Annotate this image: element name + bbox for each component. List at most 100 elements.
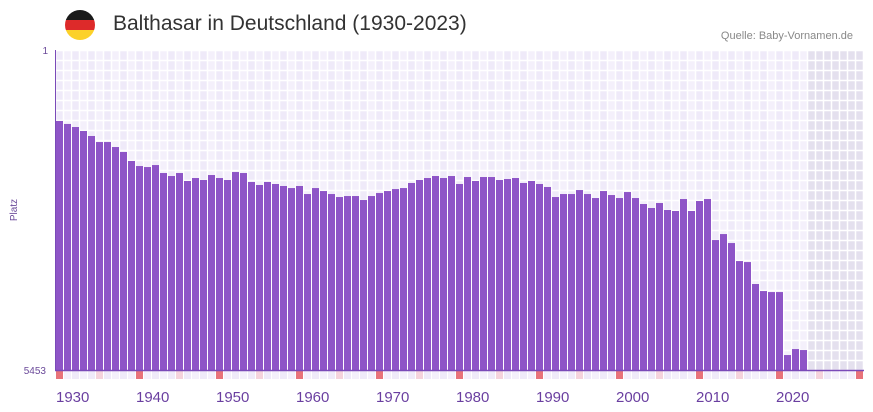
- x-tick-label: 1940: [136, 389, 169, 406]
- year-marker: [256, 371, 263, 379]
- year-marker: [224, 371, 231, 379]
- year-marker: [792, 371, 799, 379]
- bar: [208, 175, 215, 370]
- bar: [104, 142, 111, 370]
- germany-flag-icon: [65, 10, 95, 40]
- bar: [320, 191, 327, 370]
- year-marker: [448, 371, 455, 379]
- bar: [112, 147, 119, 370]
- year-marker: [216, 371, 223, 379]
- year-marker: [824, 371, 831, 379]
- bar: [760, 291, 767, 370]
- bar: [560, 194, 567, 370]
- bar: [304, 194, 311, 370]
- bar: [752, 284, 759, 370]
- year-marker: [440, 371, 447, 379]
- year-marker: [616, 371, 623, 379]
- year-marker: [808, 371, 815, 379]
- year-marker: [592, 371, 599, 379]
- year-marker: [232, 371, 239, 379]
- bar: [216, 178, 223, 370]
- bar: [448, 176, 455, 370]
- year-marker: [560, 371, 567, 379]
- year-marker: [728, 371, 735, 379]
- year-marker: [848, 371, 855, 379]
- x-tick-label: 1980: [456, 389, 489, 406]
- bar: [416, 180, 423, 370]
- year-marker: [480, 371, 487, 379]
- bar: [544, 186, 551, 370]
- x-tick-label: 2010: [696, 389, 729, 406]
- year-marker: [160, 371, 167, 379]
- bar: [192, 178, 199, 370]
- year-marker: [768, 371, 775, 379]
- bar: [56, 120, 63, 370]
- bar: [568, 194, 575, 370]
- year-marker: [312, 371, 319, 379]
- year-marker: [424, 371, 431, 379]
- bar: [440, 178, 447, 370]
- bar: [368, 196, 375, 370]
- year-marker: [584, 371, 591, 379]
- year-marker: [344, 371, 351, 379]
- bar: [720, 234, 727, 370]
- year-marker: [200, 371, 207, 379]
- x-tick-label: 2000: [616, 389, 649, 406]
- year-marker: [696, 371, 703, 379]
- bar: [288, 188, 295, 370]
- year-marker: [816, 371, 823, 379]
- year-marker: [632, 371, 639, 379]
- year-marker: [552, 371, 559, 379]
- bar: [704, 199, 711, 370]
- year-marker: [648, 371, 655, 379]
- year-marker: [464, 371, 471, 379]
- bar: [456, 183, 463, 370]
- bar: [536, 183, 543, 370]
- year-marker: [272, 371, 279, 379]
- bar: [136, 166, 143, 370]
- bar: [480, 177, 487, 370]
- year-marker: [304, 371, 311, 379]
- year-marker: [456, 371, 463, 379]
- bar: [168, 176, 175, 370]
- bar: [200, 180, 207, 370]
- year-marker: [352, 371, 359, 379]
- bar: [512, 178, 519, 370]
- y-tick-label: 5453: [24, 366, 47, 377]
- year-marker: [736, 371, 743, 379]
- year-marker: [64, 371, 71, 379]
- x-tick-label: 1990: [536, 389, 569, 406]
- x-tick-label: 1970: [376, 389, 409, 406]
- bar: [472, 181, 479, 370]
- year-marker: [328, 371, 335, 379]
- bar: [600, 191, 607, 370]
- bar: [736, 261, 743, 370]
- year-marker: [320, 371, 327, 379]
- bar: [224, 180, 231, 370]
- bar: [584, 194, 591, 370]
- bar: [664, 210, 671, 370]
- y-axis-label: Platz: [9, 199, 20, 221]
- year-marker: [56, 371, 63, 379]
- year-marker: [640, 371, 647, 379]
- year-marker: [664, 371, 671, 379]
- bar: [80, 130, 87, 370]
- year-marker: [512, 371, 519, 379]
- bar: [672, 210, 679, 370]
- bar: [272, 183, 279, 370]
- year-marker: [600, 371, 607, 379]
- bar: [424, 178, 431, 370]
- year-marker: [288, 371, 295, 379]
- year-marker: [192, 371, 199, 379]
- year-marker: [856, 371, 863, 379]
- bar: [784, 355, 791, 370]
- bar: [120, 152, 127, 370]
- year-marker: [384, 371, 391, 379]
- year-marker: [88, 371, 95, 379]
- bar: [616, 198, 623, 370]
- year-marker: [536, 371, 543, 379]
- x-tick-label: 1950: [216, 389, 249, 406]
- source-link[interactable]: Quelle: Baby-Vornamen.de: [720, 30, 853, 42]
- bar: [464, 177, 471, 370]
- year-marker: [264, 371, 271, 379]
